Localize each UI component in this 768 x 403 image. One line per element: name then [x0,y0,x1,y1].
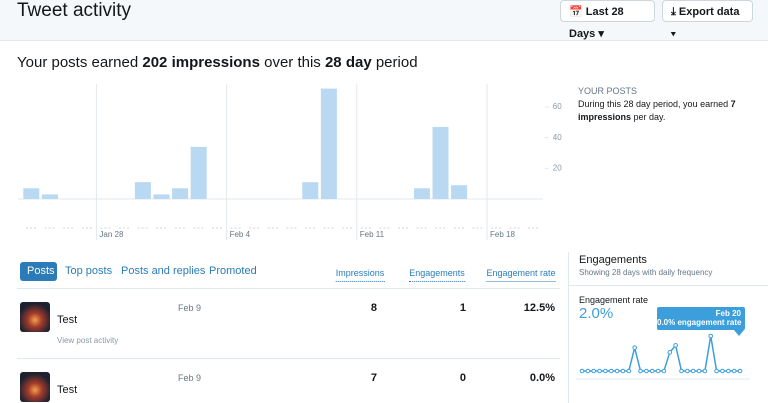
button-label: Export data [678,6,740,18]
bar [432,126,449,199]
point [638,368,643,374]
page-title: Tweet activity [17,0,132,21]
export-button[interactable]: ⤓ Export data ▾ [662,0,753,40]
tooltip: Feb 20 0.0% engagement rate [657,307,745,330]
point [702,368,708,374]
point [731,368,737,374]
point [608,368,614,374]
point [667,350,673,355]
bar [134,182,151,199]
panel-title: Engagements [579,254,647,266]
panel-divider [568,252,569,403]
y-tick-label: 60 [553,102,562,111]
tooltip-arrow [734,330,744,336]
bar [41,194,58,199]
point [579,368,585,374]
column-header[interactable]: Impressions [335,268,385,282]
button-label: Last 28 Days [569,6,624,40]
sidebar-text: During this 28 day period, you earned 7 … [578,98,748,124]
point [696,368,702,374]
summary-text: Your posts earned [17,54,143,71]
point [655,368,661,374]
metric-value: 2.0% [579,305,614,322]
avatar [20,302,50,332]
tooltip-date: Feb 20 [715,309,741,318]
bar [172,188,189,199]
summary-strong: 202 impressions [142,54,260,71]
point [585,368,591,374]
tweet-text[interactable]: Test [57,384,78,396]
x-tick-label: Feb 11 [360,230,385,239]
point [690,368,696,374]
divider [17,288,560,289]
point [603,368,608,374]
tweet-text[interactable]: Test [57,314,78,326]
divider [568,285,768,286]
point [661,368,667,374]
cell: 7 [370,372,377,384]
point [620,368,626,374]
point [737,368,743,374]
tweet-date: Feb 9 [178,373,202,383]
point [597,368,602,374]
cell: 0.0% [529,372,555,384]
bar [413,188,430,199]
point [725,368,731,374]
divider [17,358,560,359]
tooltip-text: 0.0% engagement rate [657,318,742,327]
bar [451,185,468,199]
cell: 1 [459,302,466,314]
x-tick-label: Feb 18 [490,230,515,239]
point [632,345,637,350]
point [708,333,714,339]
sidebar-text-part: per day. [631,112,666,122]
tab[interactable]: Promoted [209,265,257,277]
point [685,368,690,374]
point [614,368,620,374]
bar [190,146,207,199]
tab-active[interactable] [20,262,57,281]
line [582,335,740,372]
tweet-date: Feb 9 [178,303,202,313]
point [644,368,649,374]
avatar [20,372,50,402]
cell: 0 [459,372,466,384]
point [679,368,684,374]
sidebar-heading: YOUR POSTS [578,86,638,96]
bar [23,188,40,199]
bar [320,88,337,199]
x-tick-label: Feb 4 [230,230,251,239]
header: Tweet activity 📅 Last 28 Days ▾ ⤓ Export… [0,0,768,41]
point [591,368,597,374]
column-header[interactable]: Engagement rate [486,268,556,282]
sidebar-strong: 7 impressions [578,99,736,122]
y-tick-label: 40 [553,133,562,142]
summary: Your posts earned 202 impressions over t… [17,54,418,71]
point [626,368,632,374]
date-range-button[interactable]: 📅 Last 28 Days ▾ [560,0,655,40]
panel-subtitle: Showing 28 days with daily frequency [579,268,713,277]
point [673,343,678,348]
point [720,368,725,374]
bar [302,182,319,199]
tab[interactable]: Posts [27,265,55,277]
sidebar-text-part: During this 28 day period, you earned [578,99,731,109]
cell: 12.5% [523,302,555,314]
column-header[interactable]: Engagements [409,268,465,282]
cell: 8 [370,302,377,314]
tab[interactable]: Top posts [65,265,113,277]
metric-label: Engagement rate [579,295,649,305]
tab[interactable]: Posts and replies [121,265,206,277]
y-tick-label: 20 [553,163,562,172]
point [649,368,655,374]
summary-strong: 28 day [324,54,372,71]
point [714,368,719,374]
summary-text: over this [259,54,325,71]
summary-text: period [371,54,418,71]
post-activity-link[interactable]: View post activity [57,336,119,345]
bar [153,194,170,199]
x-tick-label: Jan 28 [99,230,124,239]
